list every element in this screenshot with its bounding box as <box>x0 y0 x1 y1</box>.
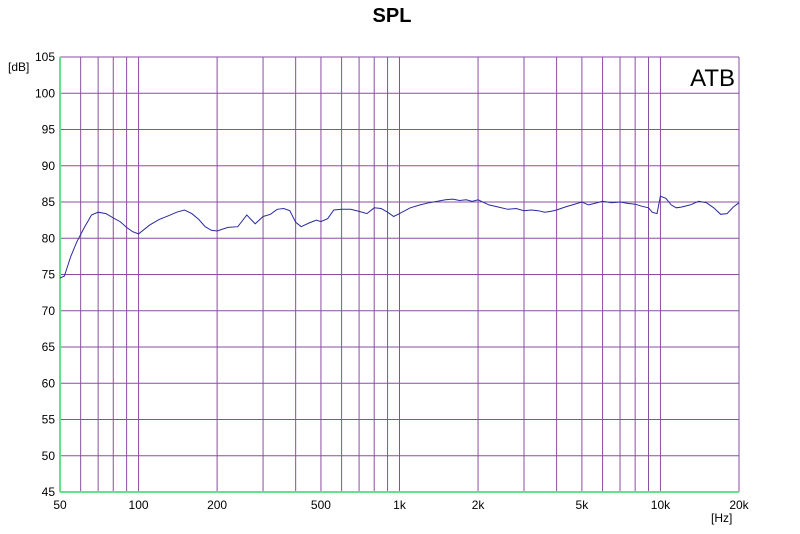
y-tick-labels: 45 50 55 60 65 70 75 80 85 90 95 100 105 <box>35 50 55 499</box>
x-tick-labels: 50 100 200 500 1k 2k 5k 10k 20k <box>53 498 749 512</box>
y-axis-unit-label: [dB] <box>8 60 29 74</box>
x-tick-label: 2k <box>472 498 486 512</box>
y-tick-label: 90 <box>42 159 56 173</box>
x-tick-label: 10k <box>651 498 671 512</box>
x-axis-unit-label: [Hz] <box>711 511 732 525</box>
spl-series-line <box>59 195 740 279</box>
x-tick-label: 5k <box>576 498 590 512</box>
y-tick-label: 95 <box>42 123 56 137</box>
x-tick-label: 200 <box>207 498 227 512</box>
y-tick-label: 85 <box>42 195 56 209</box>
y-tick-label: 80 <box>42 231 56 245</box>
x-tick-label: 500 <box>311 498 331 512</box>
x-tick-label: 1k <box>393 498 407 512</box>
chart-title: SPL <box>373 5 412 27</box>
y-tick-label: 55 <box>42 413 56 427</box>
atb-annotation: ATB <box>690 65 735 92</box>
x-tick-label: 100 <box>129 498 149 512</box>
y-tick-label: 50 <box>42 449 56 463</box>
y-tick-label: 105 <box>35 50 55 64</box>
y-tick-label: 65 <box>42 340 56 354</box>
x-tick-label: 20k <box>729 498 749 512</box>
y-tick-label: 75 <box>42 268 56 282</box>
grid <box>60 56 740 492</box>
x-tick-label: 50 <box>53 498 67 512</box>
y-tick-label: 60 <box>42 376 56 390</box>
y-tick-label: 70 <box>42 304 56 318</box>
y-tick-label: 45 <box>42 485 56 499</box>
axes <box>59 57 739 493</box>
y-tick-label: 100 <box>35 86 55 100</box>
